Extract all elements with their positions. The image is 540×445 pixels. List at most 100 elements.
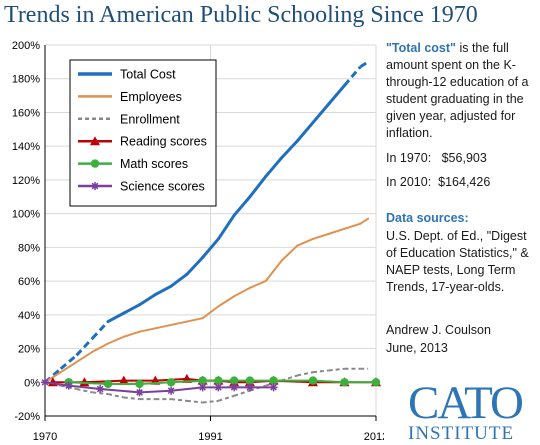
series-segment [170,398,187,402]
series-segment [264,259,283,283]
author-name: Andrew J. Coulson [386,323,491,337]
series-segment [248,175,268,199]
series-segment [232,195,252,217]
y-tick-label: 60% [18,276,40,288]
series-segment [67,381,110,385]
series-segment [328,367,345,372]
series-segment [296,237,314,247]
logo-wordmark-bottom: INSTITUTE [408,423,514,442]
series-math-scores [64,376,381,389]
logo-wordmark-top: CATO [408,377,523,429]
series-segment [311,379,346,384]
circle-marker [245,376,255,385]
cost-2010-row: In 2010: $164,426 [386,174,490,191]
y-tick-label: 100% [12,209,40,221]
series-segment [185,317,204,323]
series-segment [311,102,331,125]
star-marker [91,182,99,190]
y-tick-label: 200% [12,40,40,52]
star-marker [41,378,49,387]
circle-marker [135,379,144,389]
series-segment [218,394,235,402]
series-total-cost [44,60,369,384]
cost-1970-value: $56,903 [441,151,487,165]
series-science-scores [41,378,278,397]
x-tick-label: 1970 [33,431,57,443]
legend-label: Math scores [120,157,188,171]
total-cost-term: "Total cost" [386,41,456,55]
legend-frame [69,59,217,207]
series-segment [107,393,125,399]
series-segment [312,369,329,374]
series-segment [138,327,157,333]
circle-marker [198,376,207,385]
page-title: Trends in American Public Schooling Sinc… [4,2,478,28]
series-segment [170,386,204,392]
cato-institute-logo: CATO INSTITUTE [408,377,525,442]
circle-marker [340,378,349,387]
series-segment [59,361,78,374]
y-tick-label: 180% [12,74,40,86]
series-segment [296,371,314,377]
star-marker [269,383,278,392]
y-tick-label: 80% [18,242,40,254]
series-segment [248,280,267,289]
series-segment [122,330,141,338]
series-segment [138,381,173,385]
series-segment [327,83,346,106]
series-segment [233,286,251,298]
series-segment [279,139,299,160]
trend-line-chart: -20% 0% 20% 40% 60% 80% 100% 120% 140% 160% 180% 20… [12,40,384,443]
series-segment [75,337,94,357]
series-segment [264,156,283,179]
circle-marker [166,378,176,387]
y-tick-label: 120% [12,175,40,187]
x-tick-label: 2012 [364,431,384,443]
legend-label: Total Cost [120,68,176,82]
cost-1970-row: In 1970: $56,903 [386,150,487,167]
series-segment [185,255,205,276]
series-segment [169,272,189,288]
series-segment [359,217,370,225]
publish-date: June, 2013 [386,341,448,355]
circle-marker [214,376,223,385]
star-marker [167,386,176,395]
cost-2010-value: $164,426 [438,175,491,189]
sources-text: U.S. Dept. of Ed., "Digest of Education … [386,229,529,294]
series-segment [359,60,369,69]
star-marker [214,383,223,392]
series-enrollment [44,367,369,404]
y-tick-label: 140% [12,141,40,153]
series-segment [295,121,315,143]
total-cost-note: "Total cost" is the full amount spent on… [386,40,536,142]
series-segment [202,399,219,404]
sources-heading: Data sources: [386,211,469,225]
circle-marker [229,376,239,385]
series-segment [83,379,125,384]
legend-label: Reading scores [120,135,207,149]
series-segment [92,391,109,396]
series-segment [343,222,362,230]
series-segment [123,396,140,401]
y-tick-label: 40% [18,310,40,322]
series-segment [138,293,157,307]
series-employees [44,217,370,384]
y-tick-label: -20% [14,411,40,423]
chart-axes: -20% 0% 20% 40% 60% 80% 100% 120% 140% 160% 180% 20… [12,40,384,443]
circle-marker [308,376,318,385]
triangle-marker [118,375,129,385]
series-segment [217,295,236,308]
legend-label: Science scores [120,180,205,194]
series-segment [216,213,236,241]
series-segment [99,388,141,394]
cost-2010-label: In 2010: [386,175,432,189]
cost-1970-label: In 1970: [386,151,432,165]
series-segment [153,284,173,297]
series-segment [201,237,220,259]
series-segment [107,335,125,345]
chart-series [41,60,381,404]
series-segment [67,384,102,391]
y-tick-label: 20% [18,344,40,356]
series-segment [186,399,203,404]
series-segment [91,342,110,353]
